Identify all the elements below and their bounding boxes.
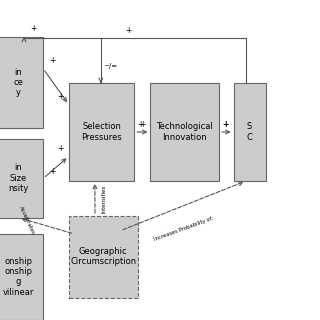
Text: in
Size
nsity: in Size nsity	[8, 164, 28, 193]
Text: +: +	[222, 120, 229, 130]
FancyBboxPatch shape	[69, 216, 138, 298]
Text: +: +	[125, 26, 131, 35]
FancyBboxPatch shape	[150, 83, 219, 181]
FancyBboxPatch shape	[0, 139, 43, 218]
FancyBboxPatch shape	[0, 234, 43, 320]
Text: S
C: S C	[247, 122, 252, 142]
FancyBboxPatch shape	[69, 83, 134, 181]
FancyBboxPatch shape	[0, 37, 43, 128]
FancyBboxPatch shape	[234, 83, 266, 181]
Text: Intensifies: Intensifies	[101, 184, 107, 212]
Text: +: +	[58, 92, 64, 101]
Text: +: +	[222, 120, 229, 130]
Text: +: +	[139, 120, 146, 130]
Text: Selection
Pressures: Selection Pressures	[81, 122, 122, 142]
Text: Increases Probability of:: Increases Probability of:	[154, 216, 214, 242]
Text: in
ce
y: in ce y	[13, 68, 23, 97]
Text: +: +	[138, 120, 144, 130]
Text: +: +	[50, 56, 56, 65]
Text: Accelerates: Accelerates	[19, 206, 36, 236]
Text: +: +	[50, 167, 56, 177]
Text: onship
onship
g
vilinear: onship onship g vilinear	[3, 257, 34, 297]
Text: +: +	[30, 24, 37, 33]
Text: +: +	[58, 144, 64, 153]
Text: Geographic
Circumscription: Geographic Circumscription	[70, 247, 136, 267]
Text: ~/=: ~/=	[103, 63, 117, 68]
Text: Technological
Innovation: Technological Innovation	[156, 122, 213, 142]
